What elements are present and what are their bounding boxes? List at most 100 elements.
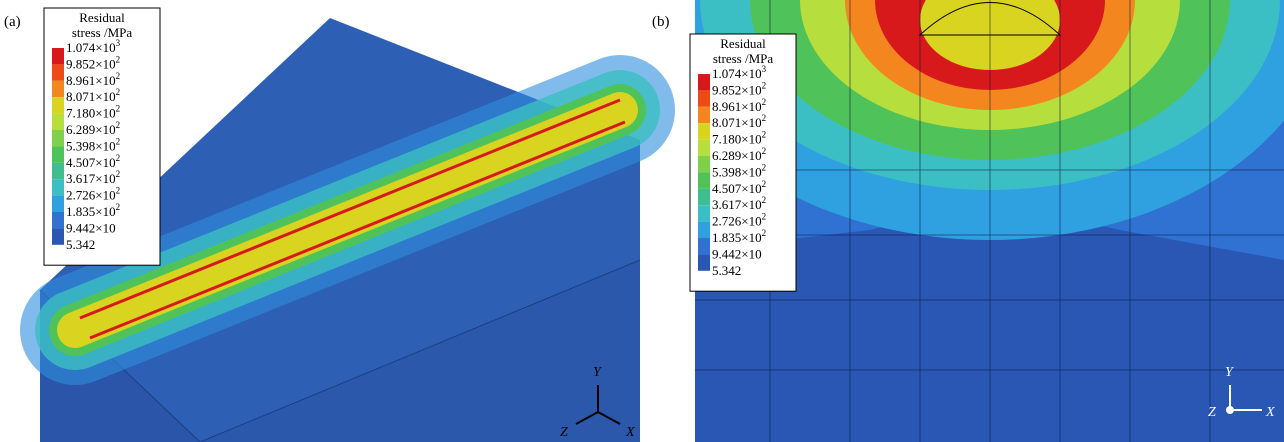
legend-color xyxy=(698,156,710,173)
legend-mantissa: 2.726×10 xyxy=(66,188,116,203)
legend-mantissa: 5.342 xyxy=(66,237,95,252)
legend-exponent: 2 xyxy=(116,169,121,179)
legend-exponent: 2 xyxy=(116,104,121,114)
legend-entry: 8.961×102 xyxy=(66,71,120,88)
legend-exponent: 2 xyxy=(116,136,121,146)
legend-exponent: 2 xyxy=(116,186,121,196)
legend-color xyxy=(698,90,710,107)
legend-exponent: 2 xyxy=(116,71,121,81)
legend-entry: 4.507×102 xyxy=(712,179,766,196)
legend-color xyxy=(52,179,64,196)
legend-entry: 4.507×102 xyxy=(66,153,120,170)
legend-exponent: 2 xyxy=(762,80,767,90)
legend-mantissa: 5.398×10 xyxy=(712,164,762,179)
legend-mantissa: 5.342 xyxy=(712,263,741,278)
legend-entry: 8.071×102 xyxy=(66,87,120,104)
legend-entry: 2.726×102 xyxy=(712,212,766,229)
axis-x-label: X xyxy=(1265,405,1275,420)
legend-entry: 5.398×102 xyxy=(712,162,766,179)
legend-exponent: 2 xyxy=(762,179,767,189)
legend-exponent: 2 xyxy=(762,113,767,123)
legend-entry: 5.342 xyxy=(712,263,741,278)
legend-color xyxy=(698,221,710,238)
legend-color xyxy=(698,123,710,140)
legend-color xyxy=(698,188,710,206)
legend-mantissa: 4.507×10 xyxy=(66,155,116,170)
legend-title: Residual xyxy=(79,10,125,25)
legend-mantissa: 6.289×10 xyxy=(66,122,116,137)
legend-mantissa: 8.961×10 xyxy=(712,99,762,114)
legend-color xyxy=(52,212,64,229)
legend-exponent: 2 xyxy=(116,202,121,212)
legend-title: stress /MPa xyxy=(713,51,774,66)
legend-title: stress /MPa xyxy=(72,25,133,40)
triad-a xyxy=(575,385,621,425)
legend-exponent: 2 xyxy=(762,146,767,156)
legend-exponent: 2 xyxy=(762,130,767,140)
legend-mantissa: 5.398×10 xyxy=(66,138,116,153)
legend-exponent: 3 xyxy=(116,38,121,48)
legend-color xyxy=(52,162,64,180)
legend-color xyxy=(52,146,64,163)
axis-z-label: Z xyxy=(1208,405,1216,420)
panel-a-model xyxy=(20,18,675,442)
legend-exponent: 2 xyxy=(762,195,767,205)
legend-mantissa: 9.852×10 xyxy=(712,82,762,97)
legend-entry: 1.074×103 xyxy=(712,64,767,81)
legend-entry: 7.180×102 xyxy=(66,104,120,121)
legend-color xyxy=(698,106,710,124)
legend-mantissa: 4.507×10 xyxy=(712,181,762,196)
legend-title: Residual xyxy=(720,36,766,51)
legend-mantissa: 9.442×10 xyxy=(712,246,762,261)
legend-entry: 1.074×103 xyxy=(66,38,121,55)
legend-entry: 9.852×102 xyxy=(66,54,120,71)
legend-exponent: 2 xyxy=(116,153,121,163)
legend-mantissa: 3.617×10 xyxy=(66,171,116,186)
legend-color xyxy=(52,64,64,81)
legend-exponent: 2 xyxy=(116,120,121,130)
legend-entry: 7.180×102 xyxy=(712,130,766,147)
legend-mantissa: 9.442×10 xyxy=(66,220,116,235)
legend-color xyxy=(698,74,710,91)
legend-exponent: 2 xyxy=(762,212,767,222)
legend-color xyxy=(52,228,64,245)
legend-mantissa: 7.180×10 xyxy=(712,132,762,147)
legend-exponent: 2 xyxy=(762,162,767,172)
legend-exponent: 2 xyxy=(762,228,767,238)
legend-entry: 8.071×102 xyxy=(712,113,766,130)
legend-exponent: 2 xyxy=(762,97,767,107)
legend-mantissa: 8.961×10 xyxy=(66,73,116,88)
legend-mantissa: 8.071×10 xyxy=(66,89,116,104)
legend-color xyxy=(698,238,710,255)
panel-b-section xyxy=(695,0,1284,442)
legend-entry: 5.398×102 xyxy=(66,136,120,153)
legend-entry: 9.852×102 xyxy=(712,80,766,97)
legend-entry: 5.342 xyxy=(66,237,95,252)
legend-mantissa: 9.852×10 xyxy=(66,56,116,71)
legend-exponent: 2 xyxy=(116,87,121,97)
legend-color xyxy=(698,139,710,156)
legend-entry: 9.442×10 xyxy=(712,246,762,261)
legend-color xyxy=(52,48,64,65)
legend-color xyxy=(52,130,64,147)
legend-mantissa: 3.617×10 xyxy=(712,197,762,212)
axis-y-label: Y xyxy=(1225,365,1235,380)
axis-x-label: X xyxy=(625,425,635,440)
legend-entry: 6.289×102 xyxy=(66,120,120,137)
legend-mantissa: 6.289×10 xyxy=(712,148,762,163)
legend-color xyxy=(698,172,710,189)
legend-color xyxy=(52,113,64,130)
legend-entry: 3.617×102 xyxy=(66,169,120,186)
legend-mantissa: 8.071×10 xyxy=(712,115,762,130)
legend-exponent: 3 xyxy=(762,64,767,74)
legend-entry: 8.961×102 xyxy=(712,97,766,114)
legend-entry: 1.835×102 xyxy=(66,202,120,219)
legend-entry: 3.617×102 xyxy=(712,195,766,212)
legend-mantissa: 1.074×10 xyxy=(66,40,116,55)
legend-color xyxy=(698,254,710,271)
legend-entry: 6.289×102 xyxy=(712,146,766,163)
legend-mantissa: 2.726×10 xyxy=(712,214,762,229)
axis-z-label: Z xyxy=(560,425,568,440)
